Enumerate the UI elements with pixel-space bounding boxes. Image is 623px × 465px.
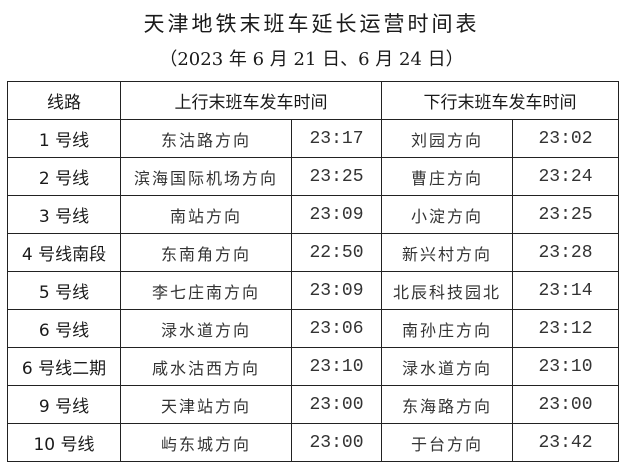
header-row: 线路 上行末班车发车时间 下行末班车发车时间 <box>7 81 619 120</box>
table-row: 4 号线南段 东南角方向 22:50 新兴村方向 23:28 <box>7 233 619 272</box>
down-direction-cell: 小淀方向 <box>381 195 513 234</box>
down-time-cell: 23:12 <box>512 309 619 348</box>
line-cell: 3 号线 <box>7 195 121 234</box>
down-direction-cell: 刘园方向 <box>381 119 513 158</box>
table-row: 2 号线 滨海国际机场方向 23:25 曹庄方向 23:24 <box>7 157 619 196</box>
page-title: 天津地铁末班车延长运营时间表 <box>143 12 480 36</box>
up-time-cell: 23:00 <box>291 423 382 462</box>
down-time-cell: 23:10 <box>512 347 619 386</box>
down-time-cell: 23:14 <box>512 271 619 310</box>
header-line: 线路 <box>7 81 121 120</box>
down-direction-cell: 曹庄方向 <box>381 157 513 196</box>
down-direction-cell: 北辰科技园北 <box>381 271 513 310</box>
down-time-cell: 23:25 <box>512 195 619 234</box>
schedule-table: 线路 上行末班车发车时间 下行末班车发车时间 1 号线 东沽路方向 23:17 刘园方… <box>7 81 619 462</box>
up-time-cell: 22:50 <box>291 233 382 272</box>
header-up: 上行末班车发车时间 <box>120 81 382 120</box>
up-time-cell: 23:00 <box>291 385 382 424</box>
table-row: 9 号线 天津站方向 23:00 东海路方向 23:00 <box>7 385 619 424</box>
header-down: 下行末班车发车时间 <box>381 81 619 120</box>
table-row: 6 号线 渌水道方向 23:06 南孙庄方向 23:12 <box>7 309 619 348</box>
line-cell: 10 号线 <box>7 423 121 462</box>
line-cell: 2 号线 <box>7 157 121 196</box>
up-time-cell: 23:06 <box>291 309 382 348</box>
down-time-cell: 23:02 <box>512 119 619 158</box>
line-cell: 4 号线南段 <box>7 233 121 272</box>
down-direction-cell: 渌水道方向 <box>381 347 513 386</box>
up-direction-cell: 天津站方向 <box>120 385 292 424</box>
down-direction-cell: 新兴村方向 <box>381 233 513 272</box>
up-direction-cell: 滨海国际机场方向 <box>120 157 292 196</box>
down-time-cell: 23:00 <box>512 385 619 424</box>
down-time-cell: 23:28 <box>512 233 619 272</box>
line-cell: 1 号线 <box>7 119 121 158</box>
up-time-cell: 23:09 <box>291 271 382 310</box>
down-direction-cell: 于台方向 <box>381 423 513 462</box>
up-time-cell: 23:09 <box>291 195 382 234</box>
up-time-cell: 23:17 <box>291 119 382 158</box>
up-direction-cell: 咸水沽西方向 <box>120 347 292 386</box>
up-direction-cell: 东南角方向 <box>120 233 292 272</box>
table-row: 5 号线 李七庄南方向 23:09 北辰科技园北 23:14 <box>7 271 619 310</box>
table-row: 1 号线 东沽路方向 23:17 刘园方向 23:02 <box>7 119 619 158</box>
down-time-cell: 23:24 <box>512 157 619 196</box>
down-time-cell: 23:42 <box>512 423 619 462</box>
up-direction-cell: 南站方向 <box>120 195 292 234</box>
up-direction-cell: 渌水道方向 <box>120 309 292 348</box>
up-time-cell: 23:10 <box>291 347 382 386</box>
down-direction-cell: 南孙庄方向 <box>381 309 513 348</box>
up-direction-cell: 李七庄南方向 <box>120 271 292 310</box>
down-direction-cell: 东海路方向 <box>381 385 513 424</box>
line-cell: 5 号线 <box>7 271 121 310</box>
up-direction-cell: 屿东城方向 <box>120 423 292 462</box>
line-cell: 9 号线 <box>7 385 121 424</box>
table-row: 6 号线二期 咸水沽西方向 23:10 渌水道方向 23:10 <box>7 347 619 386</box>
up-direction-cell: 东沽路方向 <box>120 119 292 158</box>
table-row: 3 号线 南站方向 23:09 小淀方向 23:25 <box>7 195 619 234</box>
line-cell: 6 号线 <box>7 309 121 348</box>
line-cell: 6 号线二期 <box>7 347 121 386</box>
up-time-cell: 23:25 <box>291 157 382 196</box>
page-subtitle: （2023 年 6 月 21 日、6 月 24 日） <box>159 49 464 70</box>
table-row: 10 号线 屿东城方向 23:00 于台方向 23:42 <box>7 423 619 462</box>
